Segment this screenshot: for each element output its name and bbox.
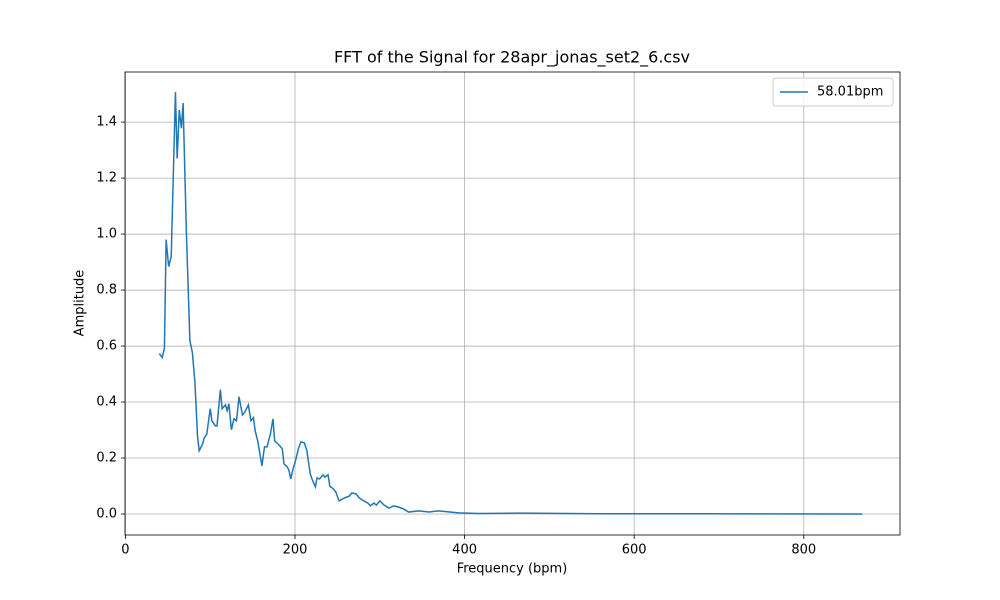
y-tick-label: 1.2 bbox=[96, 171, 117, 186]
y-tick-label: 0.4 bbox=[96, 395, 117, 410]
x-tick-label: 800 bbox=[791, 543, 816, 558]
x-tick-label: 200 bbox=[283, 543, 308, 558]
y-tick-label: 1.0 bbox=[96, 227, 117, 242]
data-line bbox=[158, 92, 863, 515]
chart-title: FFT of the Signal for 28apr_jonas_set2_6… bbox=[334, 48, 690, 68]
x-axis-label: Frequency (bpm) bbox=[457, 562, 568, 577]
legend-label: 58.01bpm bbox=[817, 85, 883, 100]
data-layer bbox=[158, 92, 863, 515]
y-tick-label: 0.8 bbox=[96, 283, 117, 298]
grid-layer bbox=[125, 72, 900, 535]
legend-box bbox=[772, 77, 894, 107]
legend: 58.01bpm bbox=[772, 77, 894, 107]
x-tick-label: 0 bbox=[121, 543, 129, 558]
x-tick-label: 400 bbox=[452, 543, 477, 558]
y-tick-label: 0.2 bbox=[96, 451, 117, 466]
axes-frame bbox=[124, 71, 901, 536]
y-axis-label: Amplitude bbox=[73, 270, 88, 337]
y-tick-label: 0.0 bbox=[96, 507, 117, 522]
y-tick-label: 1.4 bbox=[96, 115, 117, 130]
x-tick-label: 600 bbox=[622, 543, 647, 558]
y-tick-label: 0.6 bbox=[96, 339, 117, 354]
